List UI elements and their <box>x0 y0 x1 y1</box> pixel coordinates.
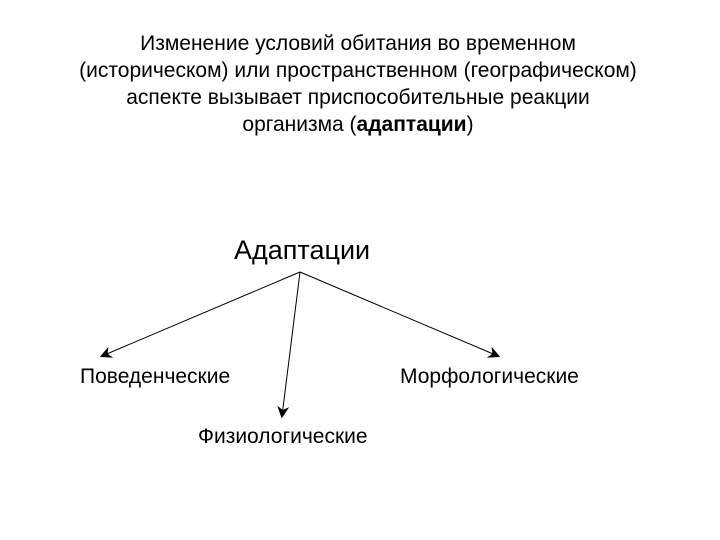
tree-arrows <box>0 0 720 540</box>
